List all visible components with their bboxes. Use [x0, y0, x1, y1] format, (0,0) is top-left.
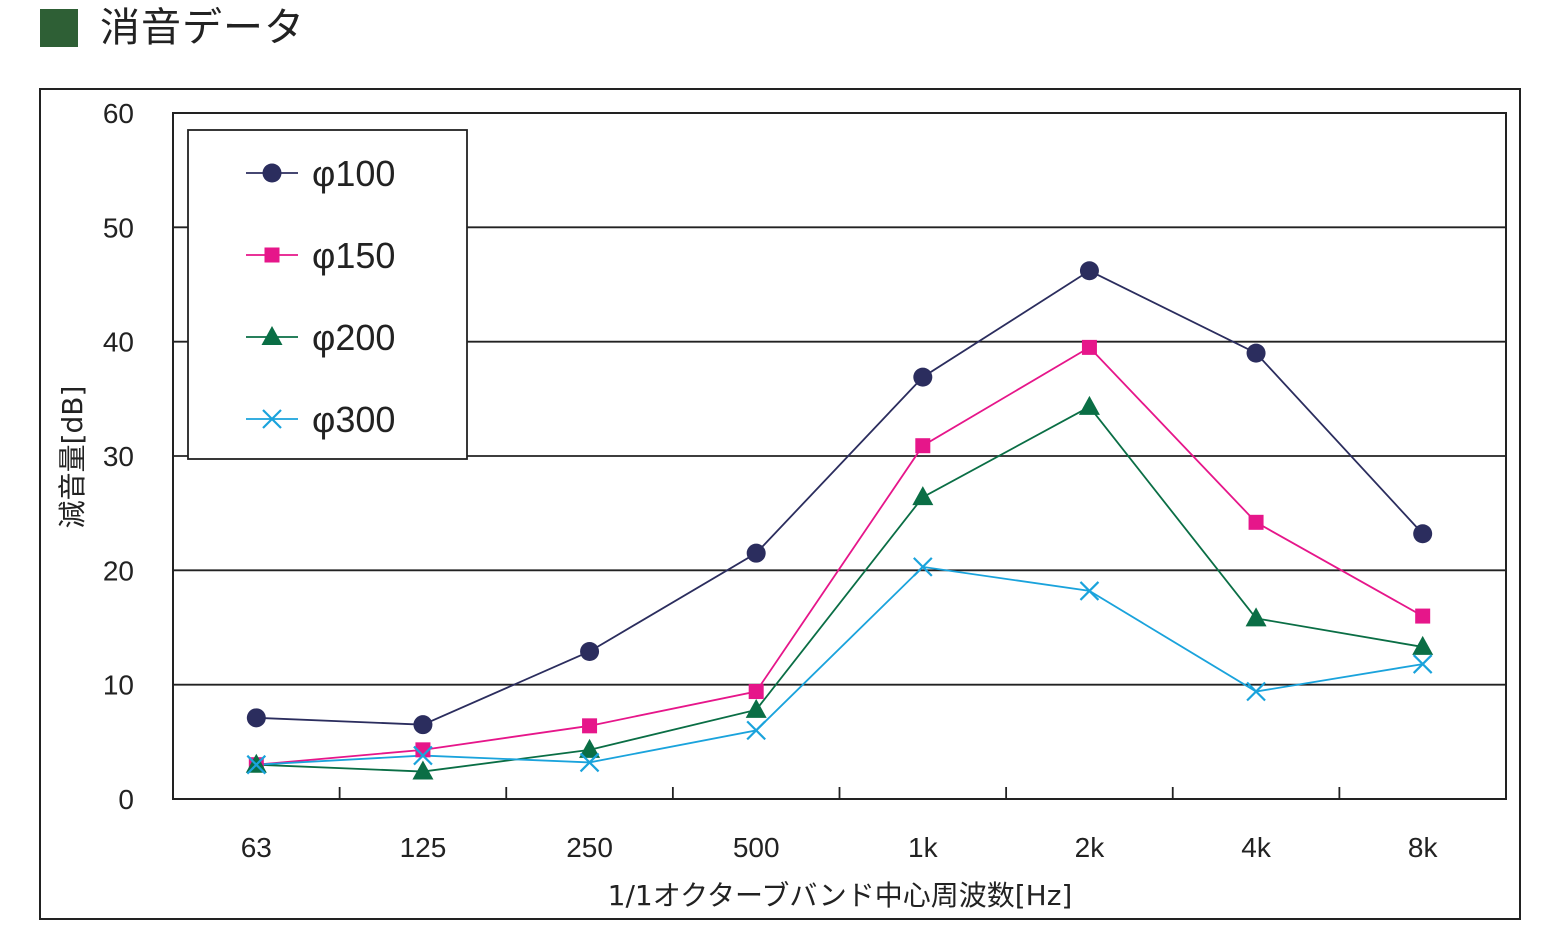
legend-marker-1: [262, 163, 282, 183]
legend-layer: φ100 φ150 φ200 φ300: [187, 129, 468, 460]
series-4-point-4k: [1246, 681, 1266, 702]
series-layer: [245, 261, 1434, 780]
series-2-point-2k: [1081, 339, 1097, 355]
series-4-point-2k: [1079, 581, 1100, 601]
x-tick-label-2k: 2k: [1075, 832, 1106, 863]
series-3-point-1k: [912, 486, 934, 506]
series-2-point-8k: [1415, 608, 1431, 624]
series-2-point-500: [748, 684, 764, 700]
series-4-point-1k: [913, 557, 933, 577]
legend-label-1: φ100: [312, 153, 395, 194]
series-1-point-8k: [1413, 524, 1433, 544]
title-square-icon: [40, 9, 78, 47]
y-tick-label-30: 30: [103, 441, 134, 472]
x-tick-label-8k: 8k: [1408, 832, 1439, 863]
y-tick-label-0: 0: [118, 784, 134, 815]
y-tick-label-40: 40: [103, 327, 134, 358]
series-4-point-125-b: [413, 745, 433, 766]
y-tick-label-60: 60: [103, 98, 134, 129]
series-4-point-250-b: [579, 752, 600, 773]
series-3-point-125: [412, 760, 434, 780]
axis-layer: 0 10 20 30 40 50 60 63 125 250 500 1k 2k 4k 8k: [103, 98, 1439, 863]
series-3-point-250: [579, 738, 601, 758]
series-4-point-500: [746, 720, 766, 741]
series-line-3: [256, 405, 1423, 773]
series-1-point-1k: [913, 367, 933, 387]
x-tick-label-1k: 1k: [908, 832, 939, 863]
series-4-point-4k-b: [1246, 681, 1266, 702]
x-tick-label-4k: 4k: [1241, 832, 1272, 863]
legend-marker-4: [262, 409, 282, 429]
series-1-point-63: [246, 708, 266, 728]
series-4-point-2k-b: [1079, 581, 1100, 601]
page-title: 消音データ: [100, 5, 305, 51]
series-3-point-8k: [1412, 635, 1434, 655]
series-1-point-250: [580, 642, 600, 662]
series-3-point-2k: [1078, 395, 1100, 415]
chart-frame: [39, 88, 1521, 920]
x-tick-label-250: 250: [566, 832, 613, 863]
series-2-point-4k: [1248, 514, 1264, 530]
series-2-point-125: [415, 742, 431, 758]
legend-label-3: φ200: [312, 317, 395, 358]
legend-marker-3: [261, 326, 283, 345]
series-1-point-500: [746, 543, 766, 563]
series-4-point-63-b: [246, 754, 267, 775]
series-4-point-250: [579, 752, 600, 773]
series-1-point-4k: [1246, 343, 1266, 363]
legend-box: [187, 129, 468, 460]
series-line-2: [256, 346, 1424, 766]
series-2-point-1k: [915, 438, 931, 454]
series-4-point-8k: [1412, 654, 1433, 674]
series-3-point-4k: [1245, 607, 1267, 627]
series-1-point-2k: [1079, 261, 1099, 281]
series-4-point-63: [246, 754, 267, 775]
series-3-point-500: [745, 698, 767, 718]
series-4-point-8k-b: [1412, 654, 1433, 674]
legend-marker-2: [264, 247, 280, 263]
series-4-point-500-b: [746, 720, 766, 741]
series-line-1: [256, 269, 1424, 726]
y-axis-title: 減音量[dB]: [56, 386, 89, 529]
series-4-point-125: [413, 745, 433, 766]
x-tick-label-500: 500: [733, 832, 780, 863]
page-title-block: 消音データ: [40, 6, 305, 50]
x-tick-label-125: 125: [400, 832, 447, 863]
y-tick-label-50: 50: [103, 212, 134, 243]
series-line-4: [256, 565, 1423, 766]
series-1-point-125: [413, 715, 433, 735]
legend-label-2: φ150: [312, 235, 395, 276]
legend-label-4: φ300: [312, 399, 395, 440]
x-axis-title: 1/1オクターブバンド中心周波数[Hz]: [608, 879, 1073, 912]
legend-marker-4-b: [262, 409, 282, 429]
y-tick-label-10: 10: [103, 670, 134, 701]
y-tick-label-20: 20: [103, 555, 134, 586]
x-tick-label-63: 63: [241, 832, 272, 863]
series-2-point-250: [582, 718, 598, 734]
series-4-point-1k-b: [913, 557, 933, 577]
